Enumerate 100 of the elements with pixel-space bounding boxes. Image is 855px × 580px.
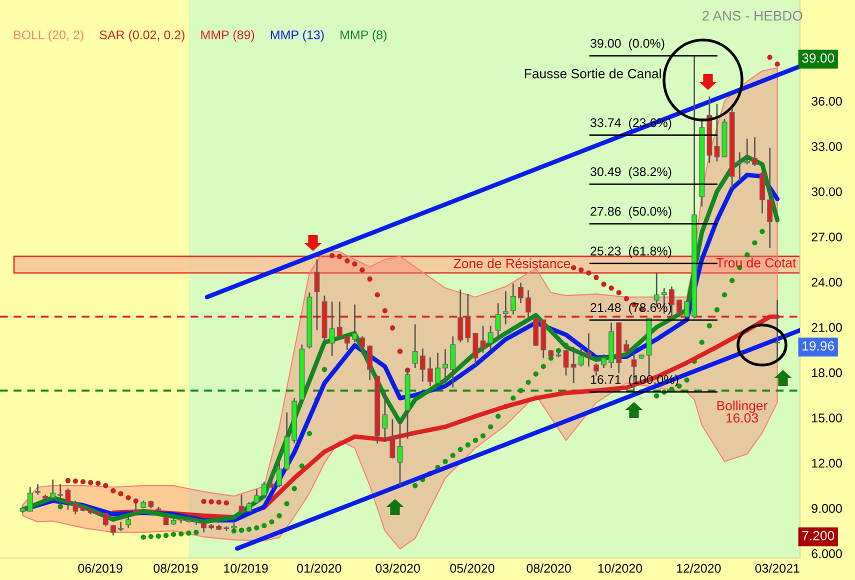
point bbox=[570, 265, 576, 270]
point bbox=[299, 463, 304, 469]
y-tick-label: 6.000 bbox=[812, 549, 842, 558]
candlestick bbox=[578, 346, 584, 368]
text: 39.00 bbox=[802, 53, 834, 63]
point bbox=[767, 54, 772, 60]
candlestick bbox=[261, 481, 267, 497]
y-tick-label: 24.00 bbox=[812, 278, 842, 287]
point bbox=[194, 530, 199, 535]
point bbox=[126, 495, 131, 500]
y-tick-label: 33.00 bbox=[812, 142, 842, 151]
point bbox=[276, 513, 282, 518]
candlestick bbox=[526, 290, 532, 319]
candlestick bbox=[594, 362, 599, 376]
point bbox=[178, 531, 184, 536]
point bbox=[578, 267, 584, 273]
point bbox=[706, 323, 712, 328]
point bbox=[458, 446, 463, 452]
point bbox=[374, 292, 380, 298]
point bbox=[262, 522, 267, 528]
point bbox=[148, 534, 154, 540]
point bbox=[170, 532, 176, 537]
candlestick bbox=[510, 282, 516, 316]
y-tick-label: 15.00 bbox=[812, 414, 842, 422]
annotation: Trou de Cotat bbox=[716, 258, 796, 268]
candlestick bbox=[502, 290, 508, 325]
candlestick bbox=[752, 136, 758, 167]
candlestick bbox=[736, 152, 742, 182]
candlestick bbox=[382, 390, 388, 443]
point bbox=[110, 488, 116, 494]
point bbox=[744, 252, 750, 258]
point bbox=[540, 364, 546, 370]
point bbox=[352, 261, 358, 267]
point bbox=[556, 348, 562, 354]
point bbox=[774, 61, 780, 67]
candlestick bbox=[27, 486, 33, 512]
point bbox=[80, 479, 86, 484]
candlestick bbox=[65, 488, 71, 510]
candlestick bbox=[276, 462, 282, 488]
text: SAR (0.02, 0.2) bbox=[100, 30, 184, 42]
point bbox=[684, 377, 690, 383]
point bbox=[699, 340, 704, 345]
point bbox=[624, 296, 630, 302]
candlestick bbox=[344, 334, 350, 351]
point bbox=[390, 325, 396, 330]
x-tick-label: 12/2020 bbox=[677, 564, 721, 573]
point bbox=[284, 501, 290, 506]
point bbox=[254, 525, 260, 530]
y-tick-label: 9.000 bbox=[812, 504, 842, 513]
candlestick bbox=[102, 512, 108, 528]
candlestick bbox=[744, 138, 750, 166]
candlestick bbox=[50, 478, 56, 502]
ref-line-label: 30.49 (38.2%) bbox=[590, 166, 672, 179]
point bbox=[140, 534, 146, 540]
point bbox=[163, 532, 169, 538]
point bbox=[231, 528, 237, 534]
text: 7.200 bbox=[802, 530, 834, 540]
point bbox=[72, 478, 78, 484]
candlestick bbox=[767, 147, 773, 249]
point bbox=[201, 498, 206, 504]
candlestick bbox=[480, 325, 486, 354]
point bbox=[729, 278, 735, 284]
point bbox=[654, 393, 660, 398]
point bbox=[186, 530, 192, 536]
candlestick bbox=[586, 332, 592, 368]
candlestick bbox=[570, 346, 576, 384]
ref-line-label: 27.86 (50.0%) bbox=[590, 206, 672, 218]
y-tick-label: 27.00 bbox=[812, 232, 842, 242]
point bbox=[65, 478, 71, 484]
x-tick-label: 08/2020 bbox=[526, 564, 571, 573]
point bbox=[752, 240, 758, 246]
candlestick bbox=[435, 352, 440, 387]
candlestick bbox=[201, 521, 206, 534]
candlestick bbox=[35, 483, 40, 496]
annotation: Bollinger 16.03 bbox=[717, 400, 768, 423]
candlestick bbox=[488, 325, 494, 351]
point bbox=[397, 348, 403, 354]
candlestick bbox=[420, 348, 426, 382]
point bbox=[344, 258, 350, 264]
candlestick bbox=[246, 502, 252, 513]
annotation: Fausse Sortie de Canal bbox=[524, 68, 661, 78]
point bbox=[224, 500, 230, 506]
ref-line-label: 25.23 (61.8%) bbox=[590, 246, 672, 258]
text: MMP (89) bbox=[201, 30, 254, 42]
point bbox=[292, 486, 297, 492]
candlestick bbox=[72, 500, 78, 515]
x-tick-label: 03/2021 bbox=[755, 564, 800, 573]
point bbox=[616, 290, 622, 296]
point bbox=[216, 500, 222, 505]
point bbox=[669, 386, 674, 392]
y-tick-label: 12.00 bbox=[812, 458, 842, 468]
point bbox=[329, 253, 335, 258]
text: MMP (8) bbox=[340, 30, 386, 42]
candlestick bbox=[563, 349, 569, 376]
point bbox=[156, 534, 162, 539]
point bbox=[367, 276, 372, 282]
point bbox=[246, 526, 252, 532]
point bbox=[594, 274, 599, 280]
point bbox=[526, 380, 531, 385]
text: 19.96 bbox=[802, 341, 834, 351]
